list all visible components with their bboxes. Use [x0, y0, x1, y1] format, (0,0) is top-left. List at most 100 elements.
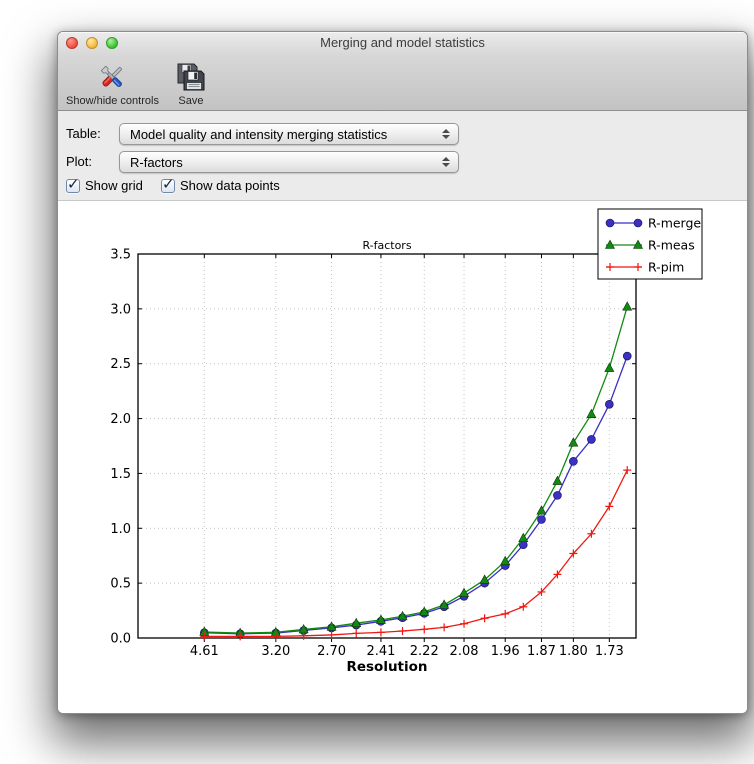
data-point-triangle	[397, 610, 408, 621]
data-point-triangle	[586, 408, 597, 418]
save-button[interactable]: Save	[175, 60, 207, 107]
data-point-triangle	[500, 555, 511, 565]
x-tick-label: 1.73	[595, 644, 624, 659]
data-point-triangle	[536, 505, 547, 515]
data-point-circle	[587, 435, 596, 444]
checkmark-icon: ✓	[67, 174, 80, 193]
data-point-plus	[460, 619, 469, 628]
data-point-plus	[480, 614, 489, 623]
data-point-plus	[440, 623, 449, 632]
data-point-triangle	[604, 239, 616, 249]
data-point-plus	[537, 587, 546, 596]
x-axis-label: Resolution	[346, 659, 427, 675]
titlebar[interactable]: Merging and model statistics	[58, 32, 747, 54]
data-point-circle	[537, 515, 546, 524]
series-line	[204, 469, 628, 638]
data-point-triangle	[568, 437, 579, 447]
y-tick-label: 3.5	[110, 248, 131, 263]
save-icon	[175, 60, 207, 94]
data-point-plus	[236, 632, 245, 641]
x-tick-label: 1.80	[559, 644, 588, 659]
series-r-meas	[199, 301, 633, 637]
series-line	[204, 355, 628, 635]
data-point-triangle	[518, 532, 529, 542]
data-point-triangle	[375, 614, 386, 624]
y-tick-label: 3.0	[110, 302, 131, 317]
tools-icon	[96, 60, 128, 94]
checkbox-checked-icon: ✓	[161, 175, 175, 193]
data-point-plus	[605, 502, 614, 511]
data-point-triangle	[459, 587, 470, 597]
chart-title: R-factors	[362, 239, 411, 252]
data-point-plus	[606, 263, 614, 271]
data-point-circle	[569, 457, 578, 466]
y-tick-label: 1.5	[110, 467, 131, 482]
data-point-plus	[200, 632, 209, 641]
window-title: Merging and model statistics	[320, 35, 485, 50]
checkbox-label: Show data points	[180, 178, 280, 193]
plot-row: Plot: R-factors	[58, 151, 747, 173]
toolbar: Show/hide controls	[58, 54, 747, 111]
toolbar-item-label: Save	[178, 95, 204, 107]
data-point-circle	[605, 400, 614, 409]
legend-label: R-merge	[648, 216, 701, 231]
checkbox-checked-icon: ✓	[66, 175, 80, 193]
data-point-triangle	[419, 606, 430, 616]
data-point-plus	[398, 626, 407, 635]
x-tick-label: 1.96	[491, 644, 520, 659]
data-point-plus	[569, 549, 578, 558]
data-point-triangle	[604, 362, 615, 372]
data-point-triangle	[632, 239, 644, 249]
data-point-plus	[299, 631, 308, 640]
data-point-plus	[634, 263, 642, 271]
y-tick-label: 2.0	[110, 412, 131, 427]
x-tick-label: 3.20	[261, 644, 290, 659]
data-point-plus	[376, 628, 385, 637]
data-point-plus	[587, 529, 596, 538]
close-button[interactable]	[66, 37, 78, 49]
y-tick-label: 0.0	[110, 632, 131, 647]
data-point-circle	[633, 218, 643, 228]
data-point-circle	[605, 218, 615, 228]
x-tick-label: 1.87	[527, 644, 556, 659]
popup-arrows-icon	[438, 129, 454, 139]
plot-panel: 4.61 3.20 2.70 2.41 2.22 2.08 1.96 1.87 1.80 1.73…	[58, 201, 747, 713]
table-dropdown[interactable]: Model quality and intensity merging stat…	[119, 123, 459, 145]
data-point-plus	[271, 632, 280, 641]
x-tick-label: 2.41	[366, 644, 395, 659]
x-tick-label: 2.22	[410, 644, 439, 659]
data-point-plus	[501, 609, 510, 618]
checkbox-row: ✓ Show grid ✓ Show data points	[58, 175, 747, 200]
data-point-plus	[553, 570, 562, 579]
y-tick-label: 1.0	[110, 522, 131, 537]
data-point-plus	[420, 625, 429, 634]
chart-canvas: 4.61 3.20 2.70 2.41 2.22 2.08 1.96 1.87 1.80 1.73…	[110, 208, 703, 675]
plot-dropdown[interactable]: R-factors	[119, 151, 459, 173]
series-line	[204, 306, 628, 634]
plot-label: Plot:	[66, 154, 93, 169]
axes-background	[138, 254, 636, 638]
data-point-triangle	[552, 475, 563, 485]
data-point-triangle	[479, 574, 490, 584]
data-point-circle	[553, 491, 562, 500]
y-tick-label: 2.5	[110, 357, 131, 372]
x-tick-label: 2.70	[317, 644, 346, 659]
legend-label: R-meas	[648, 238, 695, 253]
show-data-points-checkbox[interactable]: ✓ Show data points	[161, 175, 280, 193]
data-point-triangle	[326, 621, 337, 631]
checkbox-label: Show grid	[85, 178, 143, 193]
data-point-triangle	[351, 617, 362, 627]
legend-label: R-pim	[648, 260, 684, 275]
zoom-button[interactable]	[106, 37, 118, 49]
controls-panel: Table: Model quality and intensity mergi…	[58, 111, 747, 201]
checkmark-icon: ✓	[162, 174, 175, 193]
series-r-pim	[200, 466, 632, 641]
show-hide-controls-button[interactable]: Show/hide controls	[66, 60, 159, 107]
minimize-button[interactable]	[86, 37, 98, 49]
show-grid-checkbox[interactable]: ✓ Show grid	[66, 175, 143, 193]
table-dropdown-value: Model quality and intensity merging stat…	[130, 126, 388, 142]
table-row: Table: Model quality and intensity mergi…	[58, 123, 747, 145]
axes-frame	[137, 253, 637, 639]
popup-arrows-icon	[438, 157, 454, 167]
